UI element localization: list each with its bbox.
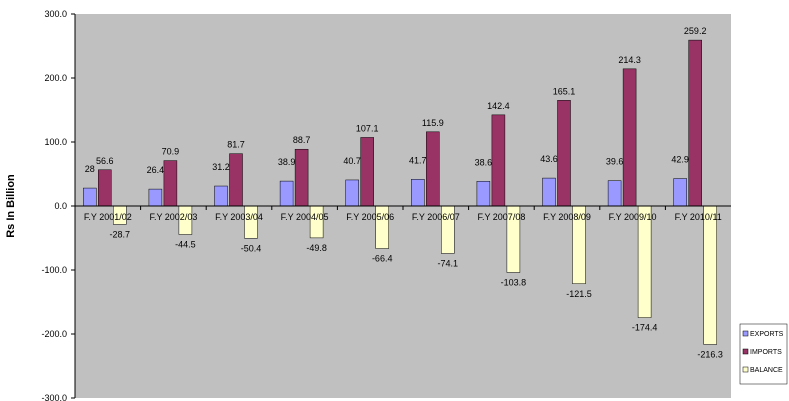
y-tick-label: 0.0 <box>54 201 67 211</box>
bar-imports <box>426 131 440 207</box>
data-label-exports: 40.7 <box>343 156 361 166</box>
bar-imports <box>98 169 112 207</box>
data-label-balance: -74.1 <box>438 258 459 268</box>
data-label-balance: -216.3 <box>697 349 723 359</box>
data-label-exports: 39.6 <box>606 157 624 167</box>
data-label-imports: 165.1 <box>553 86 576 96</box>
bar-balance <box>637 205 652 318</box>
y-tick-label: 300.0 <box>44 9 67 19</box>
category-label: F.Y 2003/04 <box>215 212 263 222</box>
data-label-imports: 259.2 <box>684 26 707 36</box>
data-label-balance: -66.4 <box>372 253 393 263</box>
category-label: F.Y 2001/02 <box>84 212 132 222</box>
y-axis-title: Rs In Billion <box>5 174 17 238</box>
data-label-exports: 28 <box>85 164 95 174</box>
bar-imports <box>688 39 702 207</box>
y-tick-label: -200.0 <box>41 329 67 339</box>
bar-imports <box>491 114 506 207</box>
data-label-balance: -174.4 <box>632 323 658 333</box>
data-label-imports: 142.4 <box>487 101 510 111</box>
bar-exports <box>542 177 556 207</box>
data-label-exports: 41.7 <box>409 155 427 165</box>
data-label-balance: -49.8 <box>306 243 327 253</box>
data-label-exports: 38.6 <box>475 157 493 167</box>
legend-label-imports: IMPORTS <box>750 349 782 356</box>
bar-imports <box>163 160 178 207</box>
legend-label-balance: BALANCE <box>750 367 783 374</box>
data-label-imports: 107.1 <box>356 123 379 133</box>
data-label-balance: -44.5 <box>175 239 196 249</box>
category-label: F.Y 2010/11 <box>675 212 722 222</box>
y-tick-label: 200.0 <box>44 73 67 83</box>
y-tick-label: -300.0 <box>41 393 67 401</box>
y-tick-label: 100.0 <box>44 137 67 147</box>
legend: EXPORTS IMPORTS BALANCE <box>739 323 788 385</box>
data-label-balance: -121.5 <box>566 289 592 299</box>
bar-imports <box>360 137 374 207</box>
data-label-imports: 81.7 <box>227 140 245 150</box>
bar-exports <box>476 181 491 207</box>
bar-balance <box>244 205 258 239</box>
data-label-exports: 38.9 <box>278 157 296 167</box>
y-ticks-layer: 300.0 200.0 100.0 0.0 -100.0 -200.0 -300.0 <box>41 9 75 401</box>
data-label-balance: -103.8 <box>501 277 527 287</box>
bar-exports <box>607 180 622 207</box>
category-label: F.Y 2009/10 <box>609 212 657 222</box>
data-label-exports: 31.2 <box>212 162 230 172</box>
data-label-exports: 43.6 <box>540 154 558 164</box>
data-label-exports: 42.9 <box>671 155 689 165</box>
bar-exports <box>279 180 294 207</box>
data-label-imports: 56.6 <box>96 156 114 166</box>
bar-imports <box>294 148 309 207</box>
legend-swatch-exports <box>742 330 749 337</box>
bar-exports <box>345 179 359 207</box>
bar-imports <box>229 153 243 207</box>
category-label: F.Y 2002/03 <box>149 212 197 222</box>
data-label-imports: 115.9 <box>422 118 444 128</box>
bar-imports <box>557 100 571 207</box>
data-label-imports: 70.9 <box>162 147 180 157</box>
data-label-balance: -50.4 <box>241 243 262 253</box>
bar-exports <box>411 179 425 207</box>
category-label: F.Y 2007/08 <box>477 212 525 222</box>
y-tick-label: -100.0 <box>41 265 67 275</box>
bar-exports <box>83 187 97 207</box>
legend-swatch-balance <box>742 366 749 373</box>
legend-label-exports: EXPORTS <box>750 331 784 338</box>
data-label-imports: 214.3 <box>618 55 641 65</box>
bar-exports <box>148 188 163 207</box>
legend-swatch-imports <box>742 348 749 355</box>
bar-exports <box>673 178 687 207</box>
bar-balance <box>703 205 717 345</box>
bar-imports <box>622 68 637 207</box>
category-label: F.Y 2004/05 <box>281 212 329 222</box>
category-label: F.Y 2008/09 <box>543 212 591 222</box>
data-label-exports: 26.4 <box>147 165 165 175</box>
category-label: F.Y 2006/07 <box>412 212 460 222</box>
bar-exports <box>214 185 228 207</box>
category-labels-layer: F.Y 2001/02 F.Y 2002/03 F.Y 2003/04 F.Y 200… <box>74 206 722 222</box>
data-label-imports: 88.7 <box>293 135 311 145</box>
data-label-balance: -28.7 <box>110 229 131 239</box>
category-label: F.Y 2005/06 <box>346 212 394 222</box>
